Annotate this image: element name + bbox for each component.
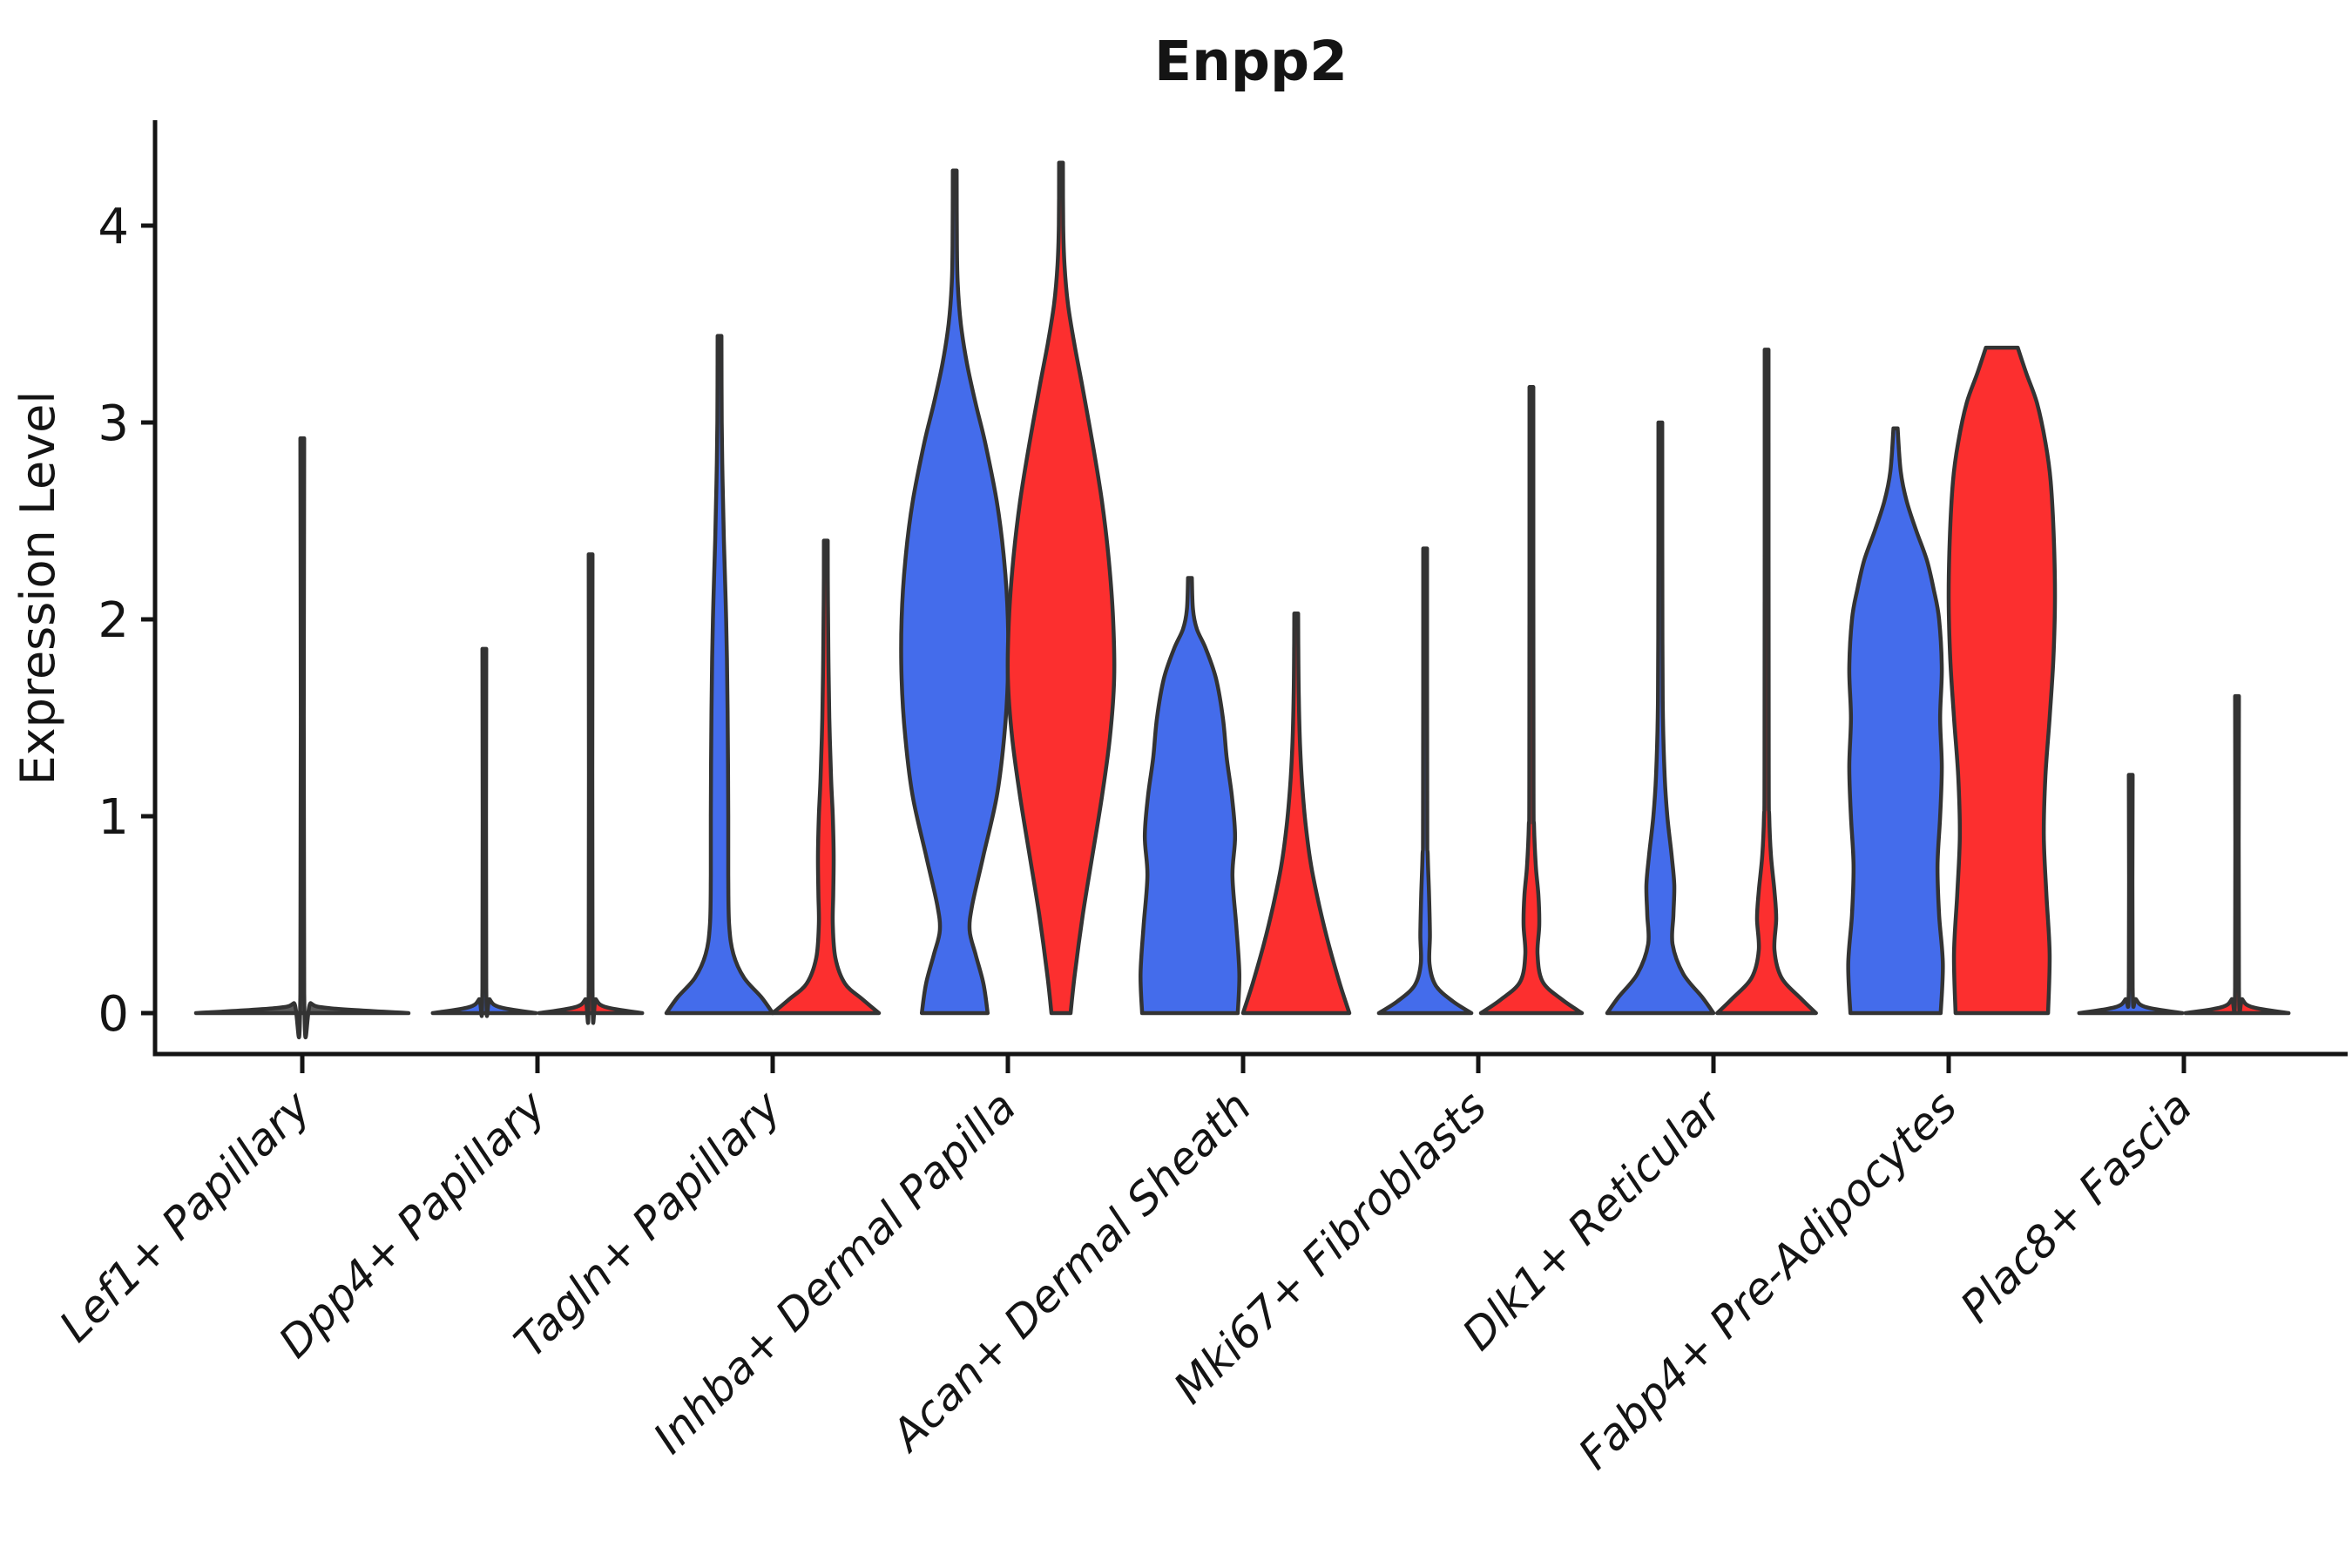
y-axis-label: Expression Level — [10, 391, 65, 786]
chart-title: Enpp2 — [1154, 30, 1348, 93]
violin-inhba-dermal-papilla-blue — [899, 168, 1010, 1016]
violin-acan-dermal-sheath-red — [1240, 611, 1352, 1016]
y-tick-label-3: 3 — [98, 395, 129, 452]
y-tick-label-2: 2 — [98, 592, 129, 649]
violin-plac8-fascia-red — [2183, 693, 2291, 1016]
x-category-label-8: Plac8+ Fascia — [1951, 1081, 2202, 1332]
violin-plac8-fascia-blue — [2077, 773, 2185, 1016]
violin-dpp4-papillary-blue — [430, 646, 538, 1018]
axes-layer — [141, 120, 2348, 1073]
y-tick-label-4: 4 — [98, 199, 129, 255]
violin-lef1-papillary-neutral — [193, 436, 411, 1040]
violin-acan-dermal-sheath-blue — [1139, 576, 1241, 1016]
x-category-label-6: Dlk1+ Reticular — [1453, 1079, 1734, 1360]
x-category-label-7: Fabp4+ Pre-Adipocytes — [1569, 1081, 1967, 1479]
violin-layer — [193, 160, 2291, 1040]
violin-inhba-dermal-papilla-red — [1005, 160, 1117, 1016]
violin-tagln-papillary-blue — [664, 334, 775, 1016]
violin-dpp4-papillary-red — [537, 552, 645, 1025]
y-tick-label-1: 1 — [98, 789, 129, 846]
violin-mki67-fibroblasts-blue — [1376, 546, 1474, 1016]
violin-dlk1-reticular-blue — [1605, 420, 1716, 1016]
violin-fabp4-pre-adipocytes-blue — [1846, 426, 1945, 1016]
violin-fabp4-pre-adipocytes-red — [1946, 345, 2058, 1016]
x-category-label-0: Lef1+ Papillary — [50, 1080, 321, 1351]
violin-tagln-papillary-red — [770, 538, 882, 1016]
y-tick-label-0: 0 — [98, 986, 129, 1043]
violin-dlk1-reticular-red — [1715, 348, 1818, 1016]
violin-mki67-fibroblasts-red — [1478, 385, 1585, 1016]
